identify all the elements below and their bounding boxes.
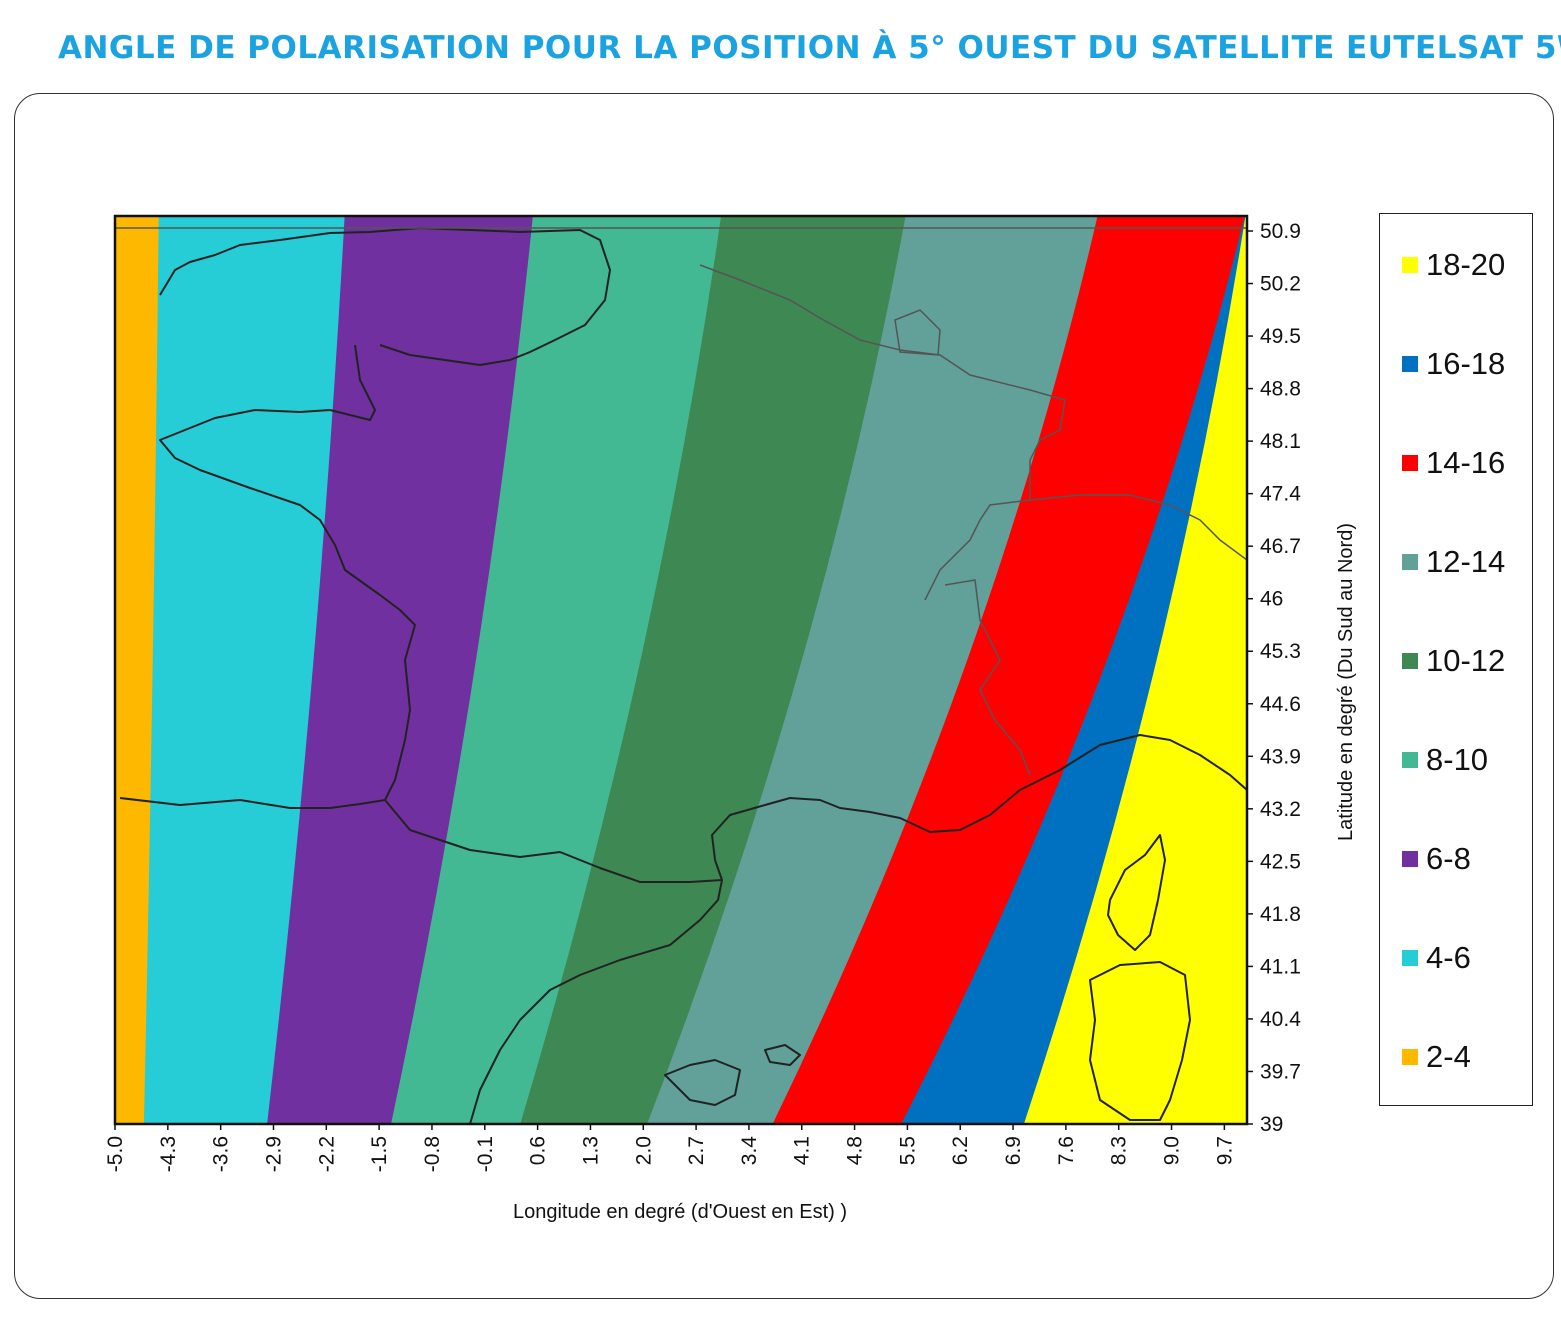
y-tick-label: 48.8 <box>1260 378 1301 401</box>
y-axis-ticks: 50.9 50.2 49.5 48.8 48.1 47.4 46.7 46 45.3 44.6 43… <box>1247 220 1301 1136</box>
coastline-corsica <box>1107 834 1166 951</box>
legend-swatch <box>1402 950 1418 966</box>
y-tick-label: 50.9 <box>1260 220 1301 243</box>
x-tick-label: -4.3 <box>157 1136 180 1172</box>
zone-18-20 <box>1023 216 1247 1124</box>
border-layer <box>115 227 1247 776</box>
y-tick-label: 47.4 <box>1260 483 1301 506</box>
x-tick-label: -1.5 <box>368 1136 391 1172</box>
legend-label: 2-4 <box>1426 1039 1471 1074</box>
coastline-layer <box>119 227 1247 1124</box>
border-lux <box>894 309 941 356</box>
coastline-north <box>159 227 611 366</box>
x-tick-label: 4.8 <box>844 1136 867 1165</box>
x-tick-label: -5.0 <box>104 1136 127 1172</box>
legend-item: 12-14 <box>1402 544 1505 580</box>
legend-swatch <box>1402 554 1418 570</box>
legend-item: 10-12 <box>1402 643 1505 679</box>
x-tick-label: -2.2 <box>315 1136 338 1172</box>
y-tick-label: 43.2 <box>1260 798 1301 821</box>
coastline-spain-east <box>469 879 723 1124</box>
y-tick-label: 48.1 <box>1260 430 1301 453</box>
y-tick-label: 41.8 <box>1260 903 1301 926</box>
legend-item: 16-18 <box>1402 346 1505 382</box>
x-tick-label: 0.6 <box>527 1136 550 1165</box>
x-tick-label: 3.4 <box>738 1136 761 1166</box>
legend-swatch <box>1402 653 1418 669</box>
legend-item: 4-6 <box>1402 940 1471 976</box>
legend-label: 4-6 <box>1426 940 1471 975</box>
x-tick-label: 5.5 <box>896 1136 919 1165</box>
x-tick-label: -2.9 <box>262 1136 285 1172</box>
x-axis-ticks: -5.0 -4.3 -3.6 -2.9 -2.2 -1.5 -0.8 -0.1 0.6 1.3 2.… <box>104 1124 1236 1172</box>
x-tick-label: 4.1 <box>791 1136 814 1165</box>
y-tick-label: 43.9 <box>1260 745 1301 768</box>
y-tick-label: 50.2 <box>1260 273 1301 296</box>
x-tick-label: 7.6 <box>1055 1136 1078 1165</box>
legend-label: 12-14 <box>1426 544 1506 579</box>
x-tick-label: 6.9 <box>1002 1136 1025 1165</box>
legend-swatch <box>1402 356 1418 372</box>
plot-frame <box>113 214 1249 1126</box>
x-tick-label: 9.0 <box>1161 1136 1184 1165</box>
x-tick-label: 6.2 <box>949 1136 972 1165</box>
legend-label: 6-8 <box>1426 841 1471 876</box>
legend: 18-20 16-18 14-16 12-14 10-12 8-10 6-8 4-6 2-4 <box>1379 213 1533 1106</box>
y-tick-label: 40.4 <box>1260 1008 1301 1031</box>
x-tick-label: 8.3 <box>1108 1136 1131 1165</box>
x-tick-label: 1.3 <box>579 1136 602 1165</box>
legend-item: 18-20 <box>1402 247 1505 283</box>
legend-swatch <box>1402 851 1418 867</box>
y-tick-label: 42.5 <box>1260 850 1301 873</box>
page-title: ANGLE DE POLARISATION POUR LA POSITION À… <box>58 30 1561 66</box>
x-tick-label: 2.7 <box>685 1136 708 1165</box>
x-tick-label: -0.8 <box>421 1136 444 1172</box>
legend-item: 2-4 <box>1402 1039 1471 1075</box>
y-tick-label: 46 <box>1260 588 1283 611</box>
coastline-spain-north <box>119 797 723 883</box>
y-tick-label: 44.6 <box>1260 693 1301 716</box>
legend-item: 6-8 <box>1402 841 1471 877</box>
x-tick-label: 2.0 <box>632 1136 655 1165</box>
coastline-brittany <box>159 344 416 801</box>
y-tick-label: 46.7 <box>1260 535 1301 558</box>
x-axis-title: Longitude en degré (d'Ouest en Est) ) <box>513 1201 847 1223</box>
y-tick-label: 49.5 <box>1260 325 1301 348</box>
legend-label: 10-12 <box>1426 643 1506 678</box>
y-tick-label: 39 <box>1260 1113 1283 1136</box>
x-tick-label: -3.6 <box>210 1136 233 1172</box>
zone-layer <box>115 216 1247 1124</box>
x-tick-label: 9.7 <box>1213 1136 1236 1165</box>
y-axis-title: Latitude en degré (Du Sud au Nord) <box>1335 523 1357 841</box>
legend-swatch <box>1402 257 1418 273</box>
legend-item: 14-16 <box>1402 445 1505 481</box>
border-italy <box>944 579 1031 776</box>
legend-label: 14-16 <box>1426 445 1506 480</box>
border-switzerland <box>1029 494 1247 561</box>
y-tick-label: 45.3 <box>1260 640 1301 663</box>
legend-swatch <box>1402 455 1418 471</box>
legend-item: 8-10 <box>1402 742 1488 778</box>
coastline-sardinia <box>1089 961 1191 1121</box>
x-tick-label: -0.1 <box>474 1136 497 1172</box>
legend-swatch <box>1402 752 1418 768</box>
legend-label: 18-20 <box>1426 247 1506 282</box>
legend-swatch <box>1402 1049 1418 1065</box>
y-tick-label: 39.7 <box>1260 1060 1301 1083</box>
legend-label: 16-18 <box>1426 346 1506 381</box>
border-belgium <box>699 264 1066 601</box>
coastline-baleares <box>664 1044 801 1106</box>
legend-label: 8-10 <box>1426 742 1489 777</box>
y-tick-label: 41.1 <box>1260 955 1301 978</box>
coastline-mediterranean <box>711 734 1247 881</box>
